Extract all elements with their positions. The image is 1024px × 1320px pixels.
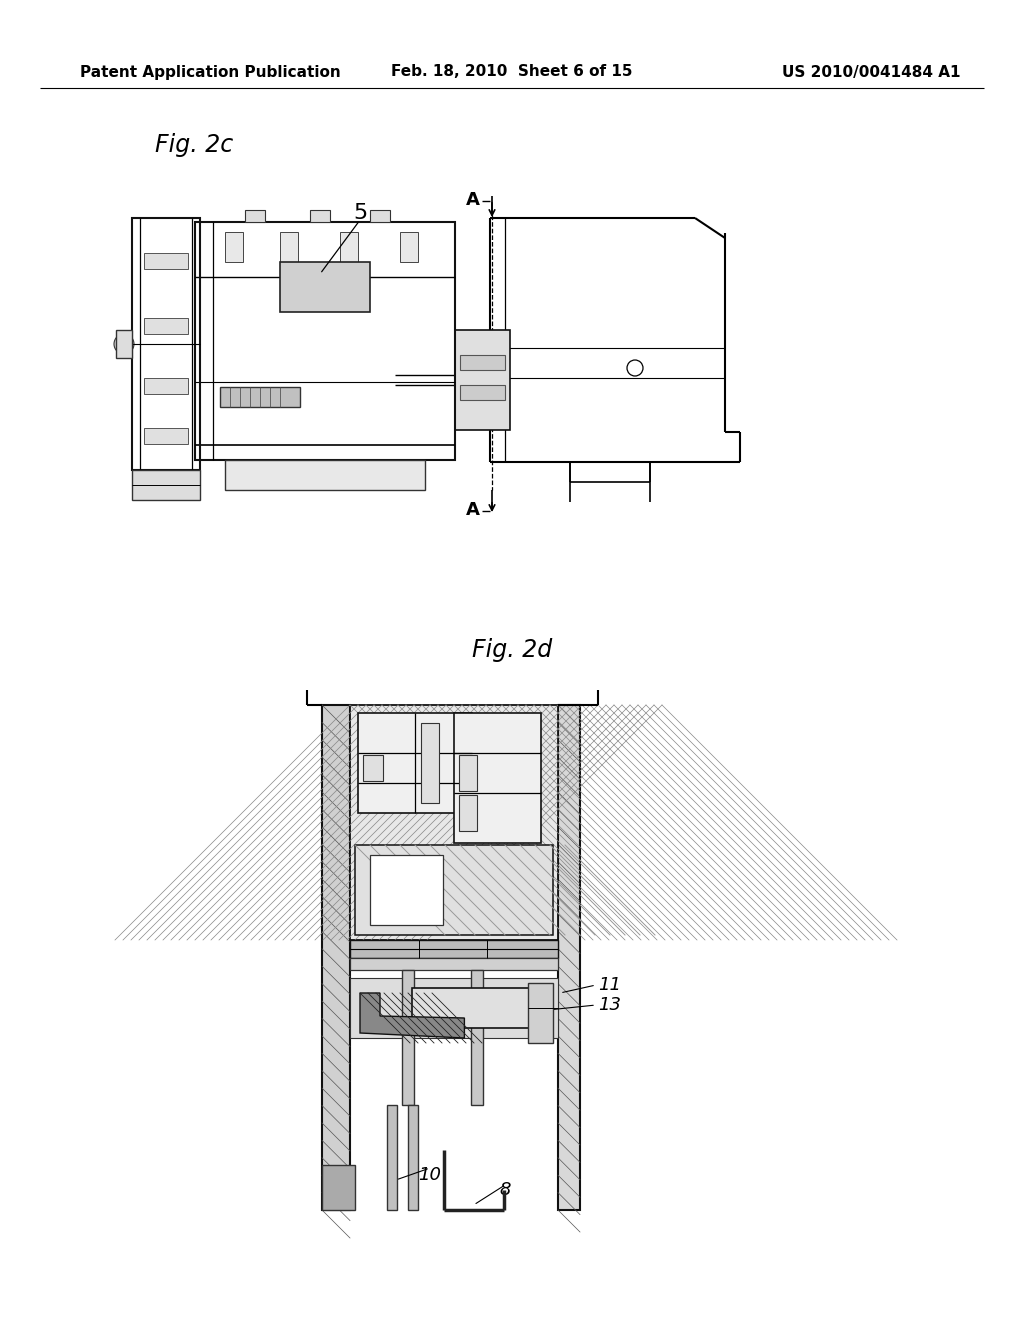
Text: 13: 13 bbox=[598, 997, 621, 1014]
Circle shape bbox=[313, 268, 337, 292]
Bar bbox=[471, 970, 482, 1105]
Bar bbox=[459, 755, 477, 791]
Text: A: A bbox=[466, 502, 480, 519]
Bar bbox=[116, 330, 132, 358]
Text: 11: 11 bbox=[598, 975, 621, 994]
Bar bbox=[402, 970, 414, 1105]
Bar bbox=[195, 222, 455, 459]
Text: A: A bbox=[466, 191, 480, 209]
Bar bbox=[350, 978, 558, 1038]
Bar bbox=[370, 210, 390, 222]
Bar bbox=[362, 755, 383, 781]
Bar bbox=[455, 714, 541, 842]
Bar bbox=[310, 210, 330, 222]
Bar bbox=[459, 795, 477, 832]
Text: 5: 5 bbox=[353, 203, 368, 223]
Polygon shape bbox=[360, 993, 465, 1038]
Bar bbox=[340, 232, 358, 261]
Bar bbox=[558, 705, 580, 1210]
Bar bbox=[387, 1105, 397, 1210]
Bar bbox=[460, 355, 505, 370]
Text: Fig. 2c: Fig. 2c bbox=[155, 133, 233, 157]
Bar bbox=[358, 713, 472, 813]
Bar bbox=[280, 232, 298, 261]
Bar bbox=[144, 318, 188, 334]
Bar bbox=[528, 983, 553, 1043]
Bar bbox=[220, 387, 300, 407]
Bar bbox=[132, 470, 200, 500]
Bar bbox=[460, 385, 505, 400]
Circle shape bbox=[478, 407, 486, 414]
Bar bbox=[322, 1166, 355, 1210]
Bar bbox=[144, 428, 188, 444]
Bar bbox=[413, 987, 548, 1028]
Bar bbox=[144, 378, 188, 393]
Bar bbox=[132, 218, 200, 470]
Bar bbox=[355, 845, 553, 935]
Bar bbox=[322, 705, 350, 1210]
Text: Patent Application Publication: Patent Application Publication bbox=[80, 65, 341, 79]
Bar bbox=[454, 713, 542, 843]
Bar bbox=[245, 210, 265, 222]
Text: US 2010/0041484 A1: US 2010/0041484 A1 bbox=[781, 65, 961, 79]
Circle shape bbox=[114, 334, 134, 354]
Bar bbox=[144, 253, 188, 269]
Bar bbox=[400, 232, 418, 261]
Text: 8: 8 bbox=[500, 1181, 511, 1199]
Bar bbox=[359, 714, 471, 812]
Bar bbox=[421, 723, 439, 803]
Bar bbox=[350, 958, 558, 970]
Bar bbox=[225, 459, 425, 490]
Bar bbox=[225, 232, 243, 261]
Bar bbox=[280, 261, 370, 312]
Bar bbox=[350, 705, 558, 940]
Circle shape bbox=[319, 275, 331, 286]
Bar bbox=[409, 1105, 418, 1210]
Bar bbox=[356, 846, 552, 935]
Bar bbox=[350, 940, 558, 958]
Circle shape bbox=[478, 337, 486, 345]
Bar bbox=[370, 855, 442, 925]
Text: Fig. 2d: Fig. 2d bbox=[472, 638, 552, 663]
Bar bbox=[455, 330, 510, 430]
Text: 10: 10 bbox=[419, 1166, 441, 1184]
Text: Feb. 18, 2010  Sheet 6 of 15: Feb. 18, 2010 Sheet 6 of 15 bbox=[391, 65, 633, 79]
